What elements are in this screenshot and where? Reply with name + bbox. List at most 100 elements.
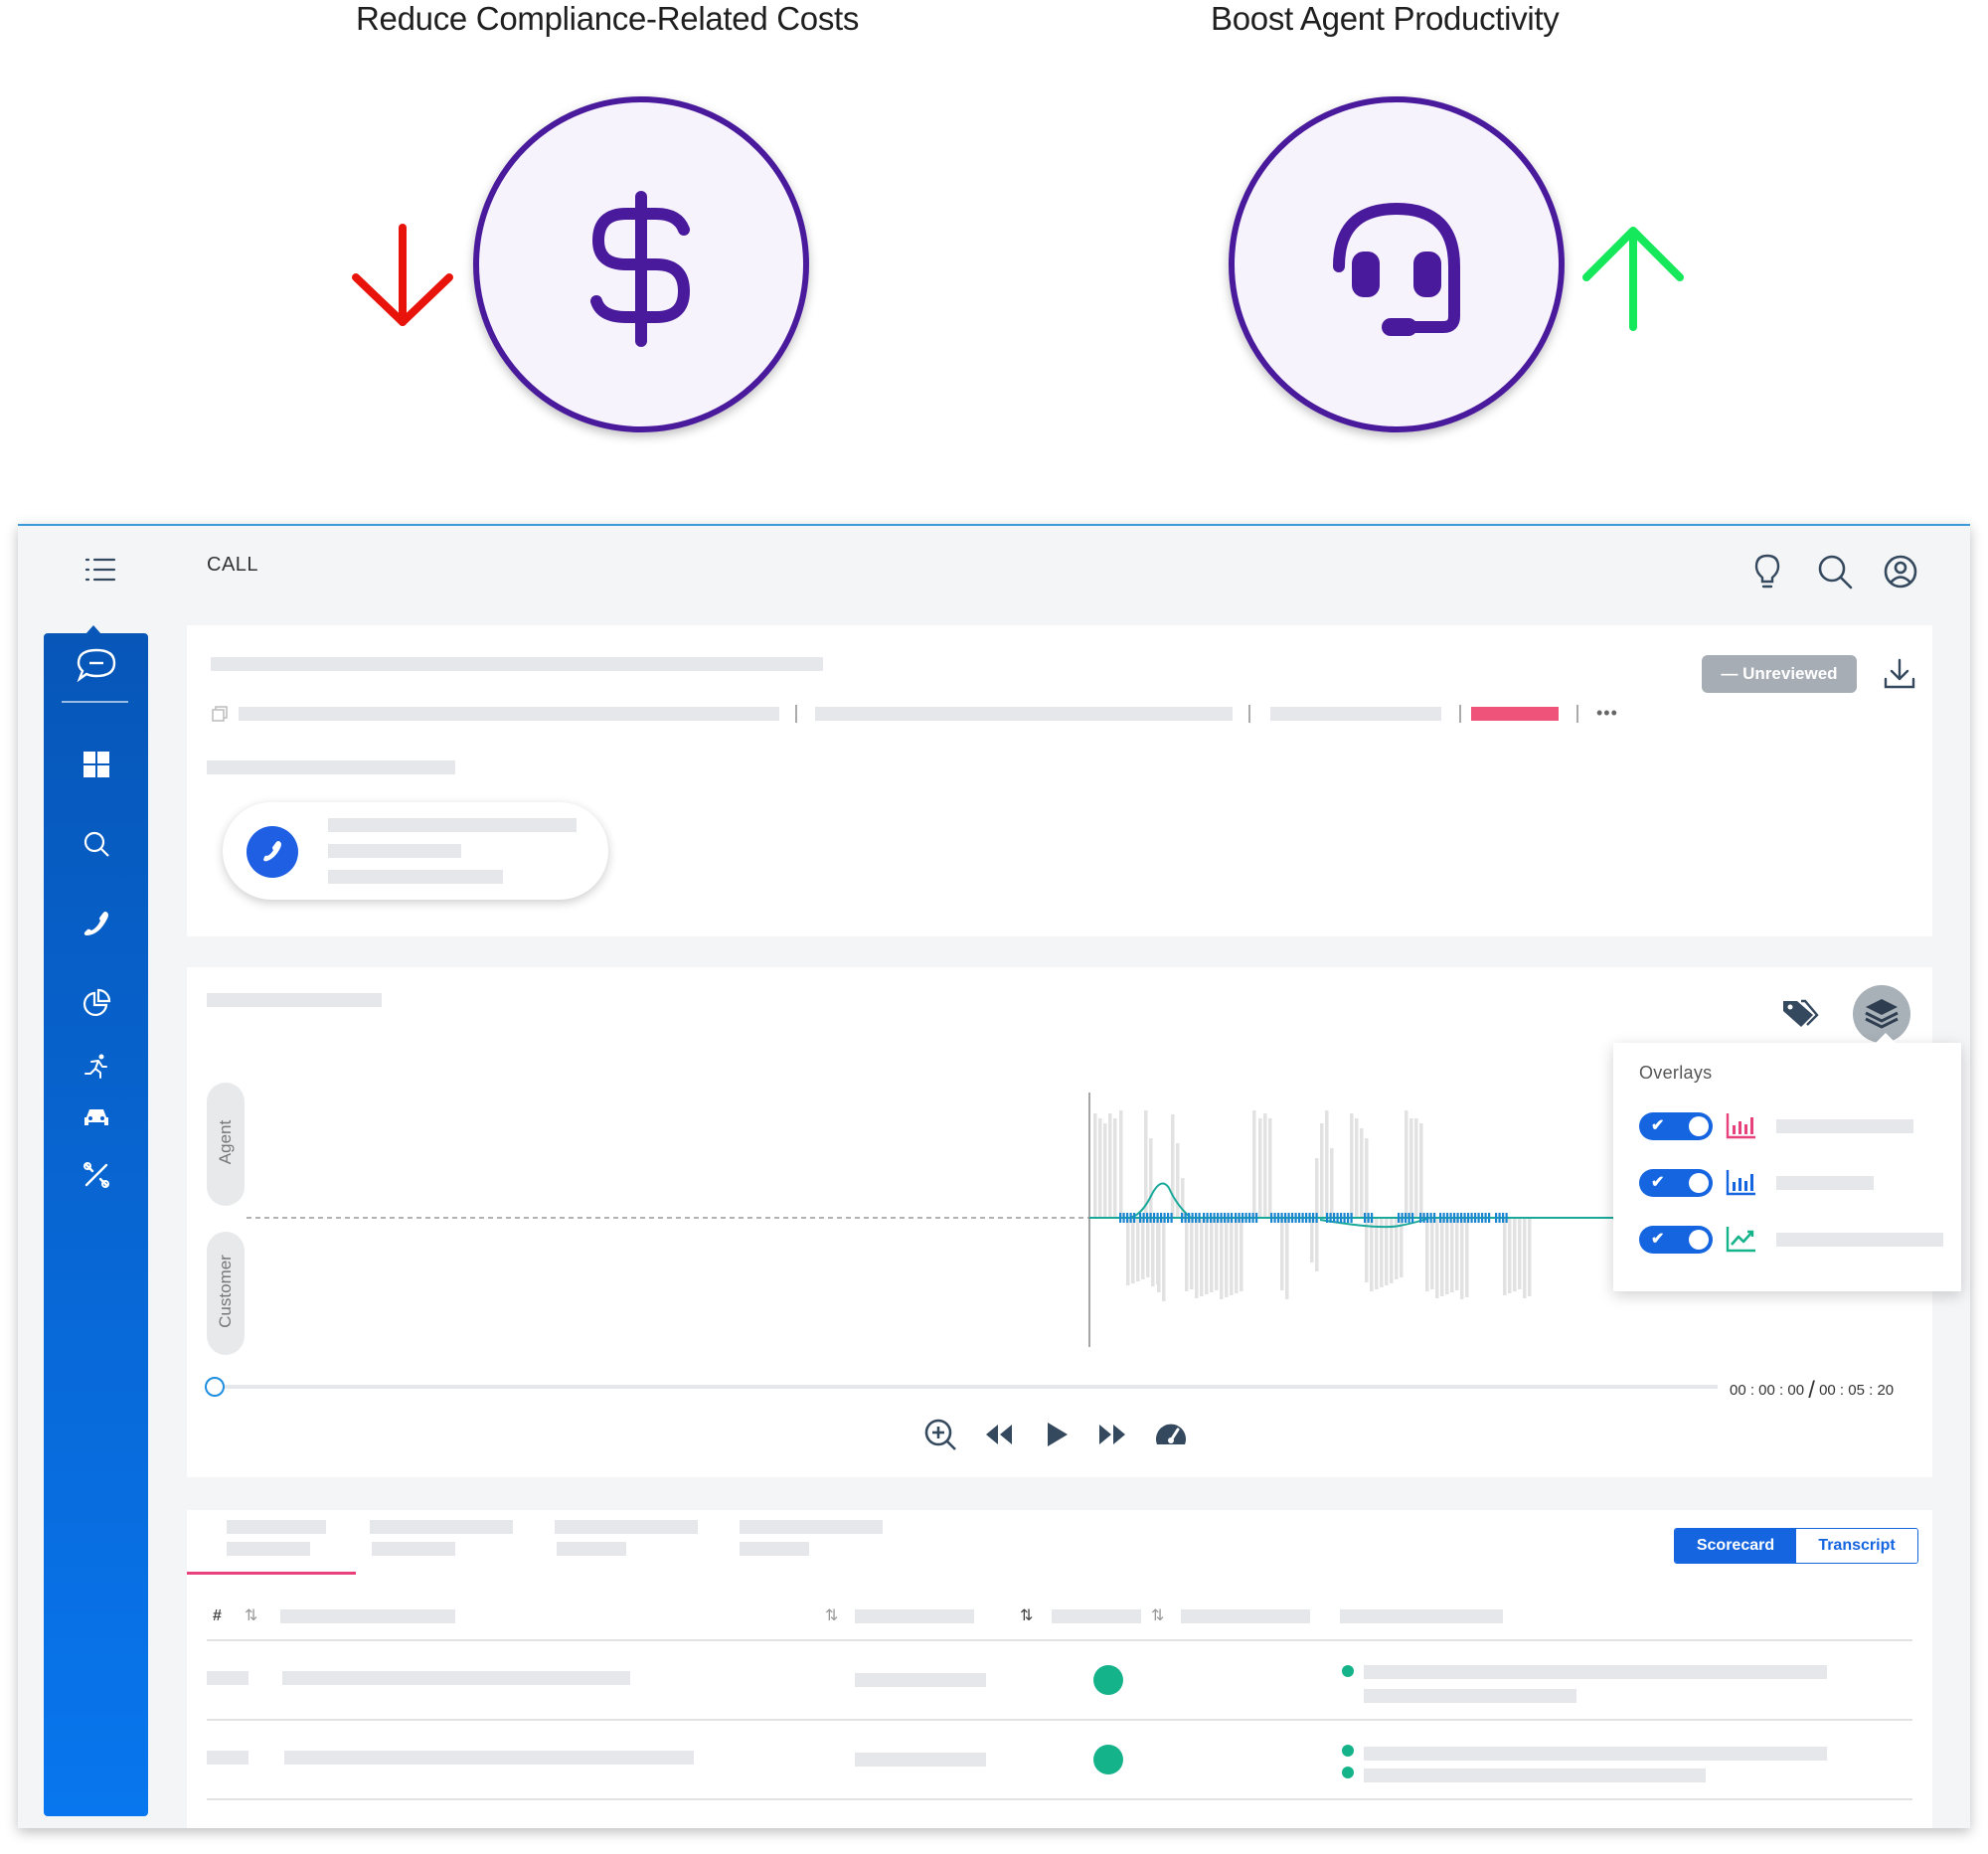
sidebar-item-tools[interactable] — [44, 1155, 148, 1195]
tab-placeholder-3[interactable] — [555, 1520, 698, 1534]
customer-wave-bar — [1190, 1218, 1194, 1289]
sidebar-item-chat[interactable] — [44, 645, 148, 685]
agent-wave-bar — [1258, 1118, 1262, 1218]
placeholder-subtitle — [207, 760, 455, 774]
tab-placeholder-4[interactable] — [740, 1520, 883, 1534]
agent-label: Agent — [216, 1119, 235, 1165]
speed-icon[interactable] — [1151, 1415, 1191, 1454]
runner-icon — [83, 1054, 107, 1079]
overlay-marker — [1291, 1213, 1294, 1223]
sidebar-item-fleet[interactable] — [44, 1097, 148, 1137]
tag-icon[interactable] — [1779, 997, 1819, 1031]
row-comment-placeholder — [1364, 1665, 1827, 1679]
row-comment-placeholder — [1364, 1769, 1706, 1782]
overlay-marker — [1426, 1213, 1429, 1223]
overlay-toggle-1[interactable]: ✔ — [1639, 1112, 1713, 1140]
customer-wave-bar — [1240, 1218, 1243, 1291]
tab-placeholder-4b — [740, 1542, 809, 1556]
row-value-placeholder — [855, 1753, 986, 1767]
overlay-marker — [1367, 1213, 1370, 1223]
tab-placeholder-3b — [557, 1542, 626, 1556]
agent-wave-bar — [1409, 1118, 1413, 1218]
sidebar-item-reports[interactable] — [44, 983, 148, 1023]
customer-wave-bar — [1465, 1218, 1469, 1297]
trend-chart-icon — [1726, 1227, 1755, 1253]
tab-placeholder-1[interactable] — [227, 1520, 326, 1534]
overlay-marker — [1284, 1213, 1287, 1223]
overlay-marker — [1350, 1213, 1353, 1223]
customer-wave-bar — [1220, 1218, 1224, 1299]
agent-wave-bar — [1252, 1110, 1256, 1218]
search-icon — [83, 831, 109, 857]
row-comment-placeholder — [1364, 1689, 1576, 1703]
overlay-marker — [1470, 1213, 1473, 1223]
table-divider — [207, 1719, 1912, 1721]
playback-track[interactable] — [217, 1385, 1718, 1389]
placeholder-meta-1 — [239, 707, 779, 721]
tab-placeholder-1b — [227, 1542, 310, 1556]
tab-placeholder-2b — [372, 1542, 455, 1556]
sidebar-item-dashboard[interactable] — [44, 745, 148, 784]
overlay-marker — [1220, 1213, 1223, 1223]
sort-icon[interactable]: ⇅ — [245, 1607, 258, 1624]
search-icon[interactable] — [1815, 552, 1855, 591]
sidebar-item-activity[interactable] — [44, 1046, 148, 1086]
headset-circle — [1229, 96, 1565, 432]
sort-icon[interactable]: ⇅ — [825, 1607, 839, 1624]
customer-wave-bar — [1518, 1218, 1522, 1289]
tab-placeholder-2[interactable] — [370, 1520, 513, 1534]
overlay-marker — [1481, 1213, 1484, 1223]
sort-icon[interactable]: ⇅ — [1151, 1607, 1165, 1624]
overlay-marker — [1227, 1213, 1230, 1223]
overlay-marker — [1153, 1213, 1156, 1223]
play-icon[interactable] — [1036, 1415, 1076, 1454]
call-card[interactable] — [223, 802, 608, 900]
overlay-marker — [1347, 1213, 1350, 1223]
overlay-marker — [1163, 1213, 1166, 1223]
overlay-toggle-3[interactable]: ✔ — [1639, 1226, 1713, 1254]
status-badge[interactable]: — Unreviewed — [1702, 655, 1857, 693]
status-dot — [1093, 1745, 1123, 1774]
sort-icon[interactable]: ⇅ — [1020, 1607, 1034, 1624]
dashboard-icon — [83, 752, 109, 777]
fast-forward-icon[interactable] — [1093, 1415, 1133, 1454]
sidebar-item-search[interactable] — [44, 824, 148, 864]
overlay-marker — [1488, 1213, 1491, 1223]
overlay-marker — [1287, 1213, 1290, 1223]
bullet-dot — [1342, 1745, 1354, 1757]
overlay-marker — [1419, 1213, 1422, 1223]
lightbulb-icon[interactable] — [1747, 552, 1787, 591]
overlay-marker — [1195, 1213, 1198, 1223]
agent-wave-bar — [1144, 1110, 1148, 1218]
download-icon[interactable] — [1881, 655, 1918, 693]
phone-icon — [247, 826, 298, 878]
sidebar-item-calls[interactable] — [44, 904, 148, 943]
user-icon[interactable] — [1881, 552, 1920, 591]
overlay-marker — [1122, 1213, 1125, 1223]
overlay-marker — [1235, 1213, 1238, 1223]
customer-wave-bar — [1425, 1218, 1429, 1291]
sidebar — [44, 633, 148, 1816]
transcript-toggle[interactable]: Transcript — [1796, 1529, 1917, 1563]
phone-icon — [83, 912, 108, 935]
agent-wave-bar — [1119, 1110, 1123, 1218]
scorecard-toggle[interactable]: Scorecard — [1675, 1529, 1796, 1563]
agent-wave-bar — [1263, 1113, 1267, 1218]
menu-icon[interactable] — [83, 556, 117, 584]
heading-compliance: Reduce Compliance-Related Costs — [356, 0, 860, 37]
customer-wave-bar — [1235, 1218, 1239, 1293]
overlay-toggle-2[interactable]: ✔ — [1639, 1169, 1713, 1197]
customer-wave-bar — [1370, 1218, 1374, 1291]
more-options-icon[interactable]: ••• — [1596, 703, 1618, 723]
customer-wave-bar — [1523, 1218, 1527, 1298]
overlay-marker — [1477, 1213, 1480, 1223]
overlay-marker — [1301, 1213, 1304, 1223]
headset-icon — [1333, 203, 1460, 336]
overlay-marker — [1439, 1213, 1442, 1223]
agent-wave-bar — [1350, 1113, 1354, 1218]
customer-wave-bar — [1126, 1218, 1130, 1285]
rewind-icon[interactable] — [978, 1415, 1018, 1454]
playback-handle[interactable] — [205, 1377, 225, 1397]
copy-icon[interactable] — [211, 705, 229, 723]
zoom-in-icon[interactable] — [920, 1415, 960, 1454]
